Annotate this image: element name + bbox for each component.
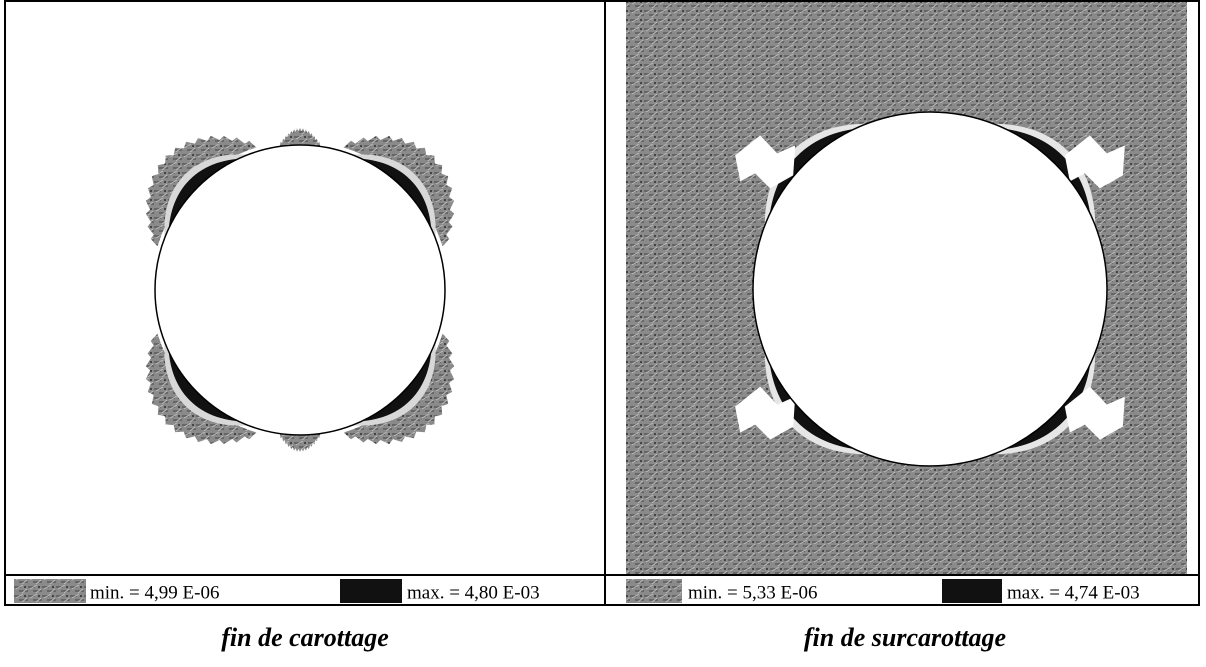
outer-zone xyxy=(279,433,321,452)
outer-zone xyxy=(279,128,321,147)
legend-max: max. = 4,80 E-03 xyxy=(407,582,540,603)
legend-swatch-min xyxy=(626,579,682,603)
borehole xyxy=(752,111,1108,467)
light-zone xyxy=(351,341,436,426)
notch xyxy=(1064,135,1125,189)
outer-zone xyxy=(145,333,257,445)
notch xyxy=(735,135,796,189)
damage-zones xyxy=(145,123,1125,455)
notch xyxy=(735,386,796,440)
max-zone xyxy=(168,158,245,235)
max-zone xyxy=(355,345,432,422)
notch xyxy=(1064,386,1125,440)
legend-min: min. = 4,99 E-06 xyxy=(90,582,219,603)
outer-zone xyxy=(343,333,455,445)
light-zone xyxy=(351,154,436,239)
borehole xyxy=(154,144,446,436)
max-zone xyxy=(168,345,245,422)
light-zone xyxy=(164,154,249,239)
legend-swatch-max xyxy=(340,579,402,603)
light-zone xyxy=(164,341,249,426)
outer-zone xyxy=(343,135,455,247)
legend-min: min. = 5,33 E-06 xyxy=(688,582,817,603)
legend-max: max. = 4,74 E-03 xyxy=(1007,582,1140,603)
legend-swatch-min xyxy=(14,579,86,603)
legend-swatch-max xyxy=(942,579,1002,603)
frame xyxy=(4,0,1200,606)
outer-zone xyxy=(145,135,257,247)
max-zone xyxy=(355,158,432,235)
caption: fin de carottage xyxy=(221,623,389,652)
caption: fin de surcarottage xyxy=(804,623,1006,652)
